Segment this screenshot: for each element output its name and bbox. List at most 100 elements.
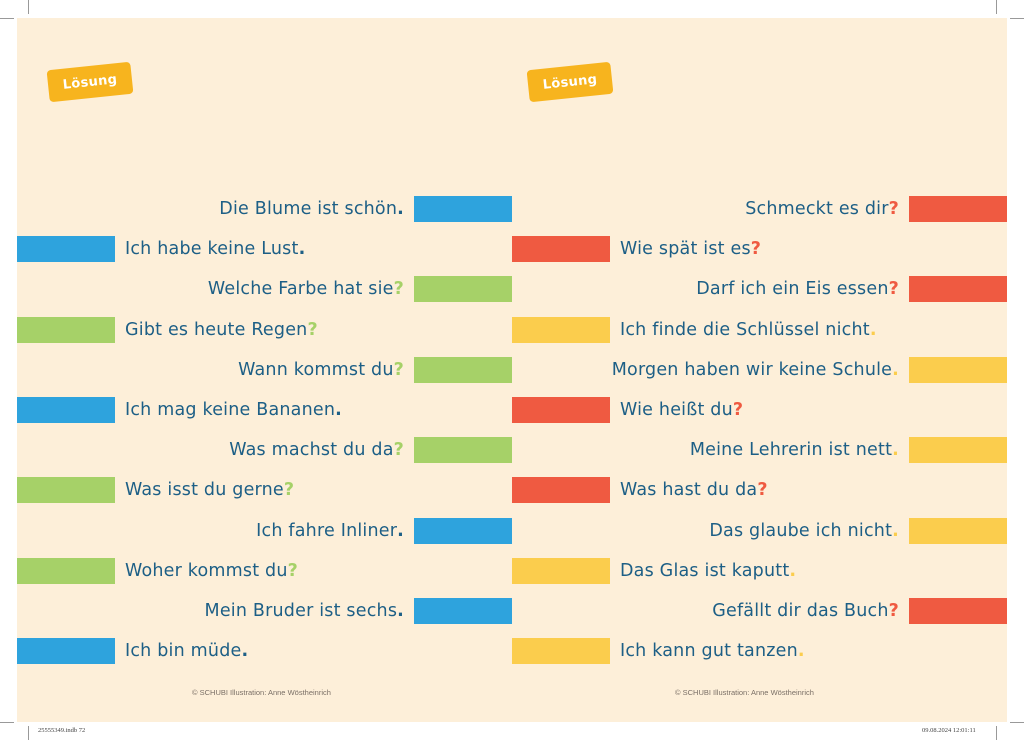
sentence-text: Ich mag keine Bananen.: [125, 397, 342, 423]
print-info-left: 25555349.indb 72: [38, 727, 86, 734]
punctuation-mark: .: [298, 239, 306, 260]
sentence-text: Das Glas ist kaputt.: [620, 558, 796, 584]
sentence-words: Ich finde die Schlüssel nicht: [620, 319, 870, 340]
color-bar: [414, 598, 512, 624]
punctuation-mark: ?: [732, 400, 744, 420]
sentence-text: Die Blume ist schön.: [219, 196, 404, 222]
punctuation-mark: .: [241, 641, 249, 662]
punctuation-mark: .: [397, 199, 404, 219]
color-bar: [414, 196, 512, 222]
punctuation-mark: .: [869, 319, 877, 340]
sentence-words: Gefällt dir das Buch: [712, 601, 889, 621]
sentence-words: Die Blume ist schön: [219, 199, 398, 219]
color-bar: [512, 638, 610, 665]
color-bar: [909, 517, 1007, 544]
sentence-text: Was isst du gerne?: [125, 477, 294, 503]
sentence-text: Ich bin müde.: [125, 638, 248, 664]
sentence-text: Woher kommst du?: [125, 558, 298, 584]
punctuation-mark: .: [397, 520, 404, 541]
sentence-words: Welche Farbe hat sie: [207, 279, 394, 300]
punctuation-mark: .: [397, 601, 404, 621]
punctuation-mark: ?: [888, 279, 899, 300]
color-bar: [17, 638, 115, 665]
color-bar: [17, 477, 115, 504]
color-bar: [512, 397, 610, 423]
color-bar: [17, 557, 115, 584]
sentence-words: Woher kommst du: [125, 560, 288, 581]
crop-mark: [996, 726, 997, 740]
color-bar: [909, 276, 1007, 303]
color-bar: [17, 316, 115, 343]
sentence-words: Ich habe keine Lust: [125, 239, 299, 260]
punctuation-mark: .: [789, 560, 797, 581]
sentence-words: Was isst du gerne: [125, 480, 284, 501]
punctuation-mark: ?: [283, 480, 295, 501]
crop-mark: [1010, 18, 1024, 19]
color-bar: [512, 236, 610, 263]
sentence-words: Schmeckt es dir: [745, 199, 889, 219]
punctuation-mark: .: [335, 400, 342, 420]
copyright-footer: © SCHUBI Illustration: Anne Wöstheinrich: [675, 688, 814, 697]
sentence-words: Das Glas ist kaputt: [620, 560, 790, 581]
color-bar: [909, 356, 1007, 383]
sentence-words: Ich bin müde: [125, 641, 242, 662]
crop-mark: [28, 0, 29, 14]
color-bar: [512, 477, 610, 504]
color-bar: [17, 236, 115, 263]
color-bar: [414, 517, 512, 544]
color-bar: [414, 356, 512, 383]
crop-mark: [0, 18, 14, 19]
punctuation-mark: ?: [393, 440, 404, 461]
sentence-text: Ich fahre Inliner.: [256, 518, 404, 544]
sentence-text: Was machst du da?: [229, 437, 404, 463]
color-bar: [512, 316, 610, 343]
punctuation-mark: ?: [888, 199, 899, 219]
punctuation-mark: .: [892, 359, 899, 380]
sentence-words: Wie heißt du: [620, 400, 733, 420]
left-page: Lösung Die Blume ist schön. Ich habe kein…: [17, 18, 512, 722]
solution-badge: Lösung: [528, 63, 612, 101]
sentence-text: Gibt es heute Regen?: [125, 317, 318, 343]
sentence-text: Ich habe keine Lust.: [125, 236, 305, 262]
sentence-text: Gefällt dir das Buch?: [712, 598, 899, 624]
color-bar: [414, 276, 512, 303]
sentence-words: Ich kann gut tanzen: [620, 641, 798, 662]
sentence-words: Was hast du da: [620, 480, 758, 501]
sentence-words: Ich fahre Inliner: [256, 520, 398, 541]
sentence-text: Das glaube ich nicht.: [709, 518, 899, 544]
sentence-words: Meine Lehrerin ist nett: [689, 440, 893, 461]
sentence-text: Wie heißt du?: [620, 397, 743, 423]
punctuation-mark: ?: [287, 560, 299, 581]
punctuation-mark: .: [892, 440, 899, 461]
sentence-text: Darf ich ein Eis essen?: [696, 276, 899, 302]
sentence-words: Wie spät ist es: [620, 239, 751, 260]
copyright-footer: © SCHUBI Illustration: Anne Wöstheinrich: [192, 688, 331, 697]
crop-mark: [0, 722, 14, 723]
sentence-text: Was hast du da?: [620, 477, 768, 503]
sentence-text: Mein Bruder ist sechs.: [205, 598, 404, 624]
sentence-words: Gibt es heute Regen: [125, 319, 308, 340]
sentence-text: Morgen haben wir keine Schule.: [612, 357, 899, 383]
solution-badge: Lösung: [48, 63, 132, 101]
right-page: Lösung Schmeckt es dir? Wie spät ist es? D…: [512, 18, 1007, 722]
sentence-text: Welche Farbe hat sie?: [208, 276, 404, 302]
punctuation-mark: ?: [393, 279, 404, 300]
sentence-words: Wann kommst du: [238, 359, 394, 380]
sentence-words: Das glaube ich nicht: [709, 520, 893, 541]
sentence-words: Ich mag keine Bananen: [125, 400, 336, 420]
punctuation-mark: ?: [307, 319, 318, 340]
sentence-text: Meine Lehrerin ist nett.: [690, 437, 899, 463]
punctuation-mark: ?: [888, 601, 899, 621]
sentence-text: Ich kann gut tanzen.: [620, 638, 805, 664]
color-bar: [414, 437, 512, 464]
sentence-words: Was machst du da: [229, 440, 394, 461]
color-bar: [909, 437, 1007, 464]
print-info-right: 09.08.2024 12:01:11: [922, 727, 976, 734]
sentence-text: Wie spät ist es?: [620, 236, 761, 262]
sentence-text: Wann kommst du?: [238, 357, 404, 383]
punctuation-mark: ?: [750, 239, 762, 260]
crop-mark: [996, 0, 997, 14]
crop-mark: [1010, 722, 1024, 723]
color-bar: [512, 557, 610, 584]
color-bar: [909, 598, 1007, 624]
